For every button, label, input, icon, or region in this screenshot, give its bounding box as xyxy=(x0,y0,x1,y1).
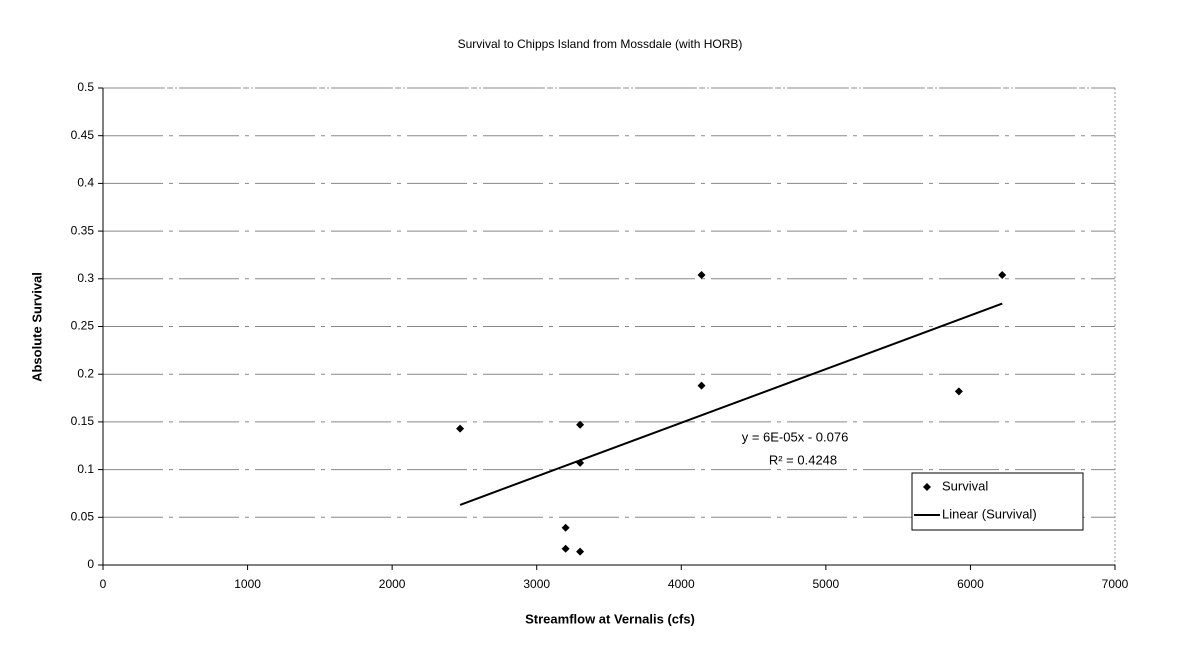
x-tick-label: 6000 xyxy=(957,577,984,591)
x-axis-title: Streamflow at Vernalis (cfs) xyxy=(525,611,695,626)
legend-marker xyxy=(923,483,931,491)
y-tick-label: 0.35 xyxy=(71,223,95,237)
y-tick-label: 0.15 xyxy=(71,414,95,428)
x-tick-label: 4000 xyxy=(668,577,695,591)
data-point xyxy=(697,270,706,279)
data-point xyxy=(561,523,570,532)
legend-label: Survival xyxy=(942,478,988,493)
legend-box xyxy=(911,472,1084,531)
y-tick-label: 0.4 xyxy=(77,176,94,190)
annotation: y = 6E-05x - 0.076 xyxy=(742,429,849,444)
x-tick-label: 5000 xyxy=(813,577,840,591)
legend-label: Linear (Survival) xyxy=(942,506,1037,521)
trend-line xyxy=(459,302,1003,506)
data-point xyxy=(576,420,585,429)
y-tick-label: 0 xyxy=(87,557,94,571)
data-point xyxy=(954,387,963,396)
x-tick-label: 1000 xyxy=(234,577,261,591)
y-axis-title: Absolute Survival xyxy=(29,272,44,382)
y-tick-label: 0.3 xyxy=(77,271,94,285)
y-tick-label: 0.1 xyxy=(77,462,94,476)
x-tick-label: 0 xyxy=(100,577,107,591)
y-tick-label: 0.2 xyxy=(77,366,94,380)
data-point xyxy=(456,424,465,433)
y-tick-label: 0.25 xyxy=(71,319,95,333)
x-tick-label: 7000 xyxy=(1102,577,1129,591)
data-point xyxy=(561,544,570,553)
data-point xyxy=(998,270,1007,279)
annotation: R² = 0.4248 xyxy=(769,452,837,467)
chart-title: Survival to Chipps Island from Mossdale … xyxy=(458,37,743,51)
data-point xyxy=(697,381,706,390)
y-tick-label: 0.45 xyxy=(71,128,95,142)
y-tick-label: 0.05 xyxy=(71,509,95,523)
x-tick-label: 2000 xyxy=(379,577,406,591)
x-tick-label: 3000 xyxy=(523,577,550,591)
y-tick-label: 0.5 xyxy=(77,80,94,94)
data-point xyxy=(576,547,585,556)
